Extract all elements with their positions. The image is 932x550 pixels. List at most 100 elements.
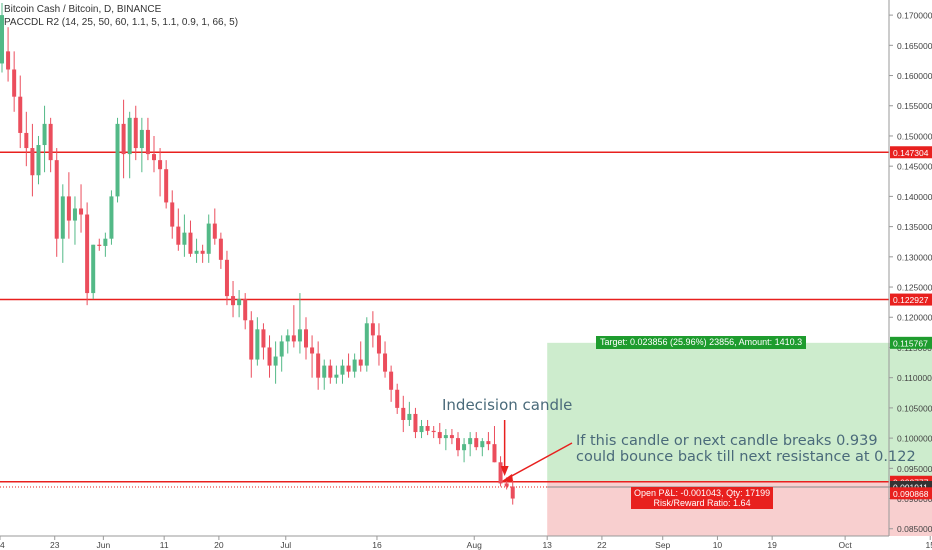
candle-body [462,444,467,451]
time-tick-label: Aug [467,540,482,550]
candle-body [91,244,96,294]
candle-body [358,359,363,366]
candle-body [346,365,351,372]
candle-body [370,323,375,336]
indecision-annotation: Indecision candle [442,396,573,414]
price-tick-label: 0.095000 [897,464,932,474]
price-label: 0.115767 [893,338,928,348]
time-tick-label: Oct [839,540,853,550]
candle-body [328,365,333,378]
candle-body [249,320,254,360]
time-tick-label: Jul [280,540,291,550]
candle-body [419,426,424,433]
price-label-box [890,487,932,500]
candle-body [170,202,175,227]
candle-body [297,329,302,342]
candle-body [48,123,53,161]
time-tick-label: 16 [372,540,382,550]
time-tick-label: Jun [97,540,111,550]
candle-body [304,329,308,348]
pnl-label: Open P&L: -0.001043, Qty: 17199 Risk/Rew… [631,487,774,509]
candle-body [504,483,509,487]
candle-body [510,486,515,499]
price-tick-label: 0.170000 [897,11,932,21]
candle-body [279,341,284,357]
candle-body [79,208,84,215]
indecision-arrow-head [500,466,509,476]
candle-body [18,96,23,133]
candle-body [255,329,260,360]
time-tick-label: 11 [160,540,169,550]
candle-body [103,238,108,246]
time-tick-label: 10 [713,540,723,550]
pnl-line-1: Open P&L: -0.001043, Qty: 17199 [634,488,771,498]
candle-body [60,196,65,239]
candle-body [413,413,418,433]
candle-body [310,347,315,354]
candle-body [401,407,406,420]
candle-body [492,444,497,463]
candle-body [291,335,296,342]
time-tick-label: 13 [542,540,552,550]
candle-body [12,69,17,97]
candle-body [6,51,11,70]
candle-body [340,365,345,375]
time-tick-label: 20 [214,540,224,550]
price-label-box [890,336,932,349]
candle-body [486,441,491,445]
candle-body [164,169,169,203]
price-tick-label: 0.105000 [897,403,932,413]
candle-body [449,435,454,439]
time-tick-label: 15 [926,540,932,550]
time-tick-label: 22 [597,540,607,550]
candle-body [334,374,339,378]
candle-body [285,335,290,342]
price-label-box [890,293,932,306]
note-arrow-shaft [507,442,573,479]
note-line-2: could bounce back till next resistance a… [576,449,916,465]
candle-body [139,129,144,149]
candle-body [194,250,199,254]
candle-body [115,123,120,197]
price-tick-label: 0.110000 [897,373,932,383]
price-label: 0.090868 [893,489,929,499]
pnl-line-2: Risk/Reward Ratio: 1.64 [653,498,751,508]
candle-body [231,296,236,306]
candle-body [218,238,223,260]
price-label: 0.147304 [893,148,929,158]
price-tick-label: 0.085000 [897,524,932,534]
candle-body [158,160,163,170]
candle-body [267,347,272,366]
candle-body [206,223,211,254]
candle-body [182,232,187,245]
time-tick-label: 23 [50,540,60,550]
candle-body [24,132,29,149]
candle-body [109,196,114,239]
note-arrow-head [502,474,513,481]
candle-body [261,329,266,348]
candle-body [97,244,102,246]
candle-body [352,359,357,372]
price-tick-label: 0.140000 [897,192,932,202]
time-tick-label: Sep [655,540,670,550]
candle-body [188,232,193,254]
candle-body [316,353,321,378]
price-tick-label: 0.100000 [897,434,932,444]
price-tick-label: 0.130000 [897,252,932,262]
note-line-1: If this candle or next candle breaks 0.9… [576,433,878,449]
time-tick-label: 14 [0,540,5,550]
candle-body [437,432,442,439]
candle-body [364,323,369,366]
candle-body [273,356,278,366]
target-label: Target: 0.023856 (25.96%) 23856, Amount:… [596,336,807,349]
price-tick-label: 0.155000 [897,101,932,111]
price-label: 0.122927 [893,295,929,305]
candle-body [443,435,448,439]
candle-body [0,15,4,64]
candle-body [121,123,126,155]
price-tick-label: 0.125000 [897,283,932,293]
candle-body [456,438,460,451]
candle-body [376,335,381,354]
price-label-box [890,146,932,159]
